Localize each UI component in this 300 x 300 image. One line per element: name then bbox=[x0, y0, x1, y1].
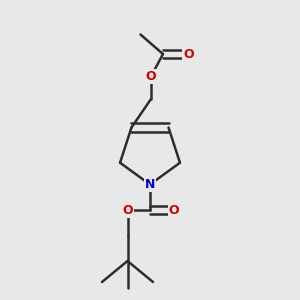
Text: O: O bbox=[146, 70, 156, 83]
Text: O: O bbox=[183, 47, 194, 61]
Text: N: N bbox=[145, 178, 155, 191]
Text: O: O bbox=[122, 203, 133, 217]
Text: O: O bbox=[169, 203, 179, 217]
